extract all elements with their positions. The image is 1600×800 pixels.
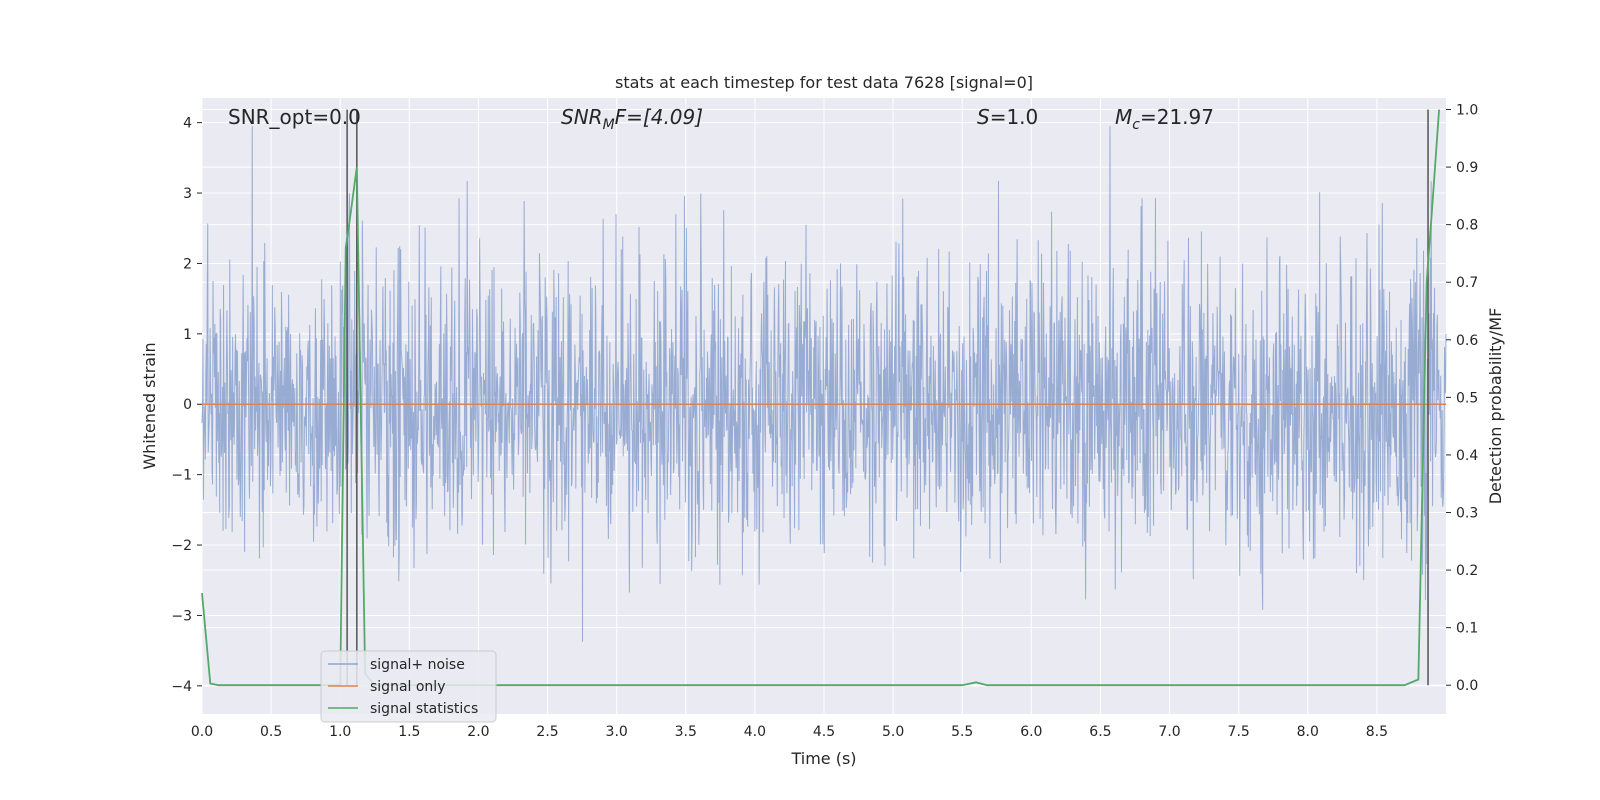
annotation-snr-mf: SNRMF=[4.09]: [561, 105, 703, 133]
x-tick-label: 8.5: [1366, 724, 1388, 740]
y-tick-label-right: 0.2: [1456, 563, 1478, 579]
x-tick-label: 2.5: [536, 724, 558, 740]
legend: signal+ noise signal only signal statist…: [320, 650, 497, 723]
legend-label-signal-only: signal only: [370, 679, 445, 695]
x-tick-label: 1.0: [329, 724, 351, 740]
y-tick-label-right: 0.7: [1456, 275, 1478, 291]
y-tick-label-left: −1: [171, 468, 192, 484]
annotation-snr-opt: SNR_opt=0.0: [228, 105, 361, 129]
x-axis-ticks: 0.0 0.5 1.0 1.5 2.0 2.5 3.0 3.5 4.0 4.5 5.0 5.5 6.0 6…: [191, 724, 1388, 740]
y-tick-label-right: 0.9: [1456, 160, 1478, 176]
x-tick-label: 4.0: [744, 724, 766, 740]
annotation-mc: Mc=21.97: [1115, 105, 1214, 133]
x-tick-label: 8.0: [1297, 724, 1319, 740]
x-tick-label: 5.0: [882, 724, 904, 740]
x-axis-label: Time (s): [790, 749, 856, 768]
y-tick-label-left: 4: [183, 116, 192, 132]
y-tick-label-right: 0.8: [1456, 218, 1478, 234]
y-tick-label-right: 1.0: [1456, 103, 1478, 119]
x-tick-label: 3.0: [606, 724, 628, 740]
y-tick-label-left: 1: [183, 327, 192, 343]
x-tick-label: 4.5: [813, 724, 835, 740]
x-tick-label: 7.5: [1228, 724, 1250, 740]
y-axis-left-label: Whitened strain: [140, 342, 159, 469]
y-tick-label-right: 0.3: [1456, 506, 1478, 522]
y-tick-label-right: 0.4: [1456, 448, 1478, 464]
x-tick-label: 0.5: [260, 724, 282, 740]
y-tick-label-left: 3: [183, 186, 192, 202]
signal-noise-line: [201, 126, 1447, 642]
legend-box: [320, 650, 497, 723]
y-tick-label-right: 0.5: [1456, 390, 1478, 406]
y-tick-label-right: 0.1: [1456, 621, 1478, 637]
y-tick-label-left: 0: [183, 397, 192, 413]
series-signal-noise: [201, 126, 1447, 642]
x-tick-label: 1.5: [398, 724, 420, 740]
x-tick-label: 5.5: [951, 724, 973, 740]
y-tick-label-left: 2: [183, 256, 192, 272]
chart-title: stats at each timestep for test data 762…: [615, 73, 1033, 92]
y-tick-label-left: −2: [171, 538, 192, 554]
y-axis-left-ticks: 4 3 2 1 0 −1 −2 −3 −4: [171, 116, 202, 695]
y-axis-right-label: Detection probability/MF: [1486, 308, 1505, 505]
y-tick-label-right: 0.6: [1456, 333, 1478, 349]
x-tick-label: 7.0: [1158, 724, 1180, 740]
y-tick-label-left: −4: [171, 679, 192, 695]
y-axis-right-ticks: 1.0 0.9 0.8 0.7 0.6 0.5 0.4 0.3 0.2 0.1 0.0: [1446, 103, 1478, 694]
annotation-s: S=1.0: [977, 105, 1038, 129]
x-tick-label: 3.5: [675, 724, 697, 740]
x-tick-label: 6.5: [1089, 724, 1111, 740]
y-tick-label-left: −3: [171, 608, 192, 624]
x-tick-label: 6.0: [1020, 724, 1042, 740]
x-tick-label: 2.0: [467, 724, 489, 740]
legend-label-signal-noise: signal+ noise: [370, 657, 465, 673]
y-tick-label-right: 0.0: [1456, 678, 1478, 694]
x-tick-label: 0.0: [191, 724, 213, 740]
legend-label-signal-statistics: signal statistics: [370, 701, 478, 717]
